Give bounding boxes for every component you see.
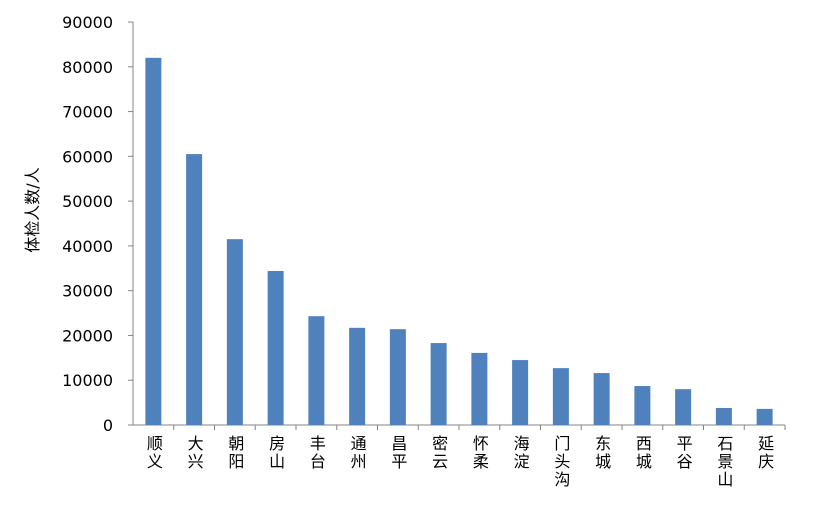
bar [145, 57, 162, 425]
bar [512, 360, 529, 425]
y-tick-label: 60000 [62, 147, 113, 166]
bar [349, 327, 366, 425]
bar [226, 239, 243, 425]
bar [471, 352, 488, 425]
bar [593, 373, 610, 425]
x-tick-label: 朝阳 [225, 435, 244, 471]
y-axis-label: 体检人数/人 [23, 167, 42, 252]
y-tick-label: 40000 [62, 237, 113, 256]
x-tick-label: 大兴 [185, 435, 204, 471]
bar [675, 389, 692, 425]
x-tick-label: 石景山 [714, 435, 733, 489]
x-tick-label: 通州 [348, 435, 367, 471]
bar [308, 316, 325, 425]
bar [186, 154, 203, 425]
y-tick-label: 0 [103, 416, 113, 435]
y-tick-label: 50000 [62, 192, 113, 211]
bar [756, 408, 773, 425]
x-tick-label: 昌平 [388, 435, 407, 471]
x-tick-label: 丰台 [307, 435, 326, 471]
bar [389, 329, 406, 425]
x-tick-label: 怀柔 [470, 435, 489, 471]
y-tick-label: 70000 [62, 103, 113, 122]
bar [634, 386, 651, 425]
y-tick-label: 10000 [62, 371, 113, 390]
x-tick-label: 门头沟 [551, 435, 570, 489]
x-tick-label: 东城 [592, 435, 611, 471]
y-tick-label: 80000 [62, 58, 113, 77]
bar [552, 368, 569, 425]
x-tick-label: 平谷 [674, 435, 693, 471]
x-tick-label: 延庆 [755, 435, 774, 471]
bar [267, 270, 284, 425]
x-tick-label: 房山 [266, 435, 285, 471]
y-tick-label: 90000 [62, 13, 113, 32]
x-tick-label: 海淀 [511, 435, 530, 471]
y-tick-label: 30000 [62, 282, 113, 301]
bar [715, 407, 732, 425]
bar [430, 343, 447, 425]
x-tick-label: 西城 [633, 435, 652, 471]
y-tick-label: 20000 [62, 326, 113, 345]
x-tick-label: 密云 [429, 435, 448, 471]
x-tick-label: 顺义 [144, 435, 163, 471]
